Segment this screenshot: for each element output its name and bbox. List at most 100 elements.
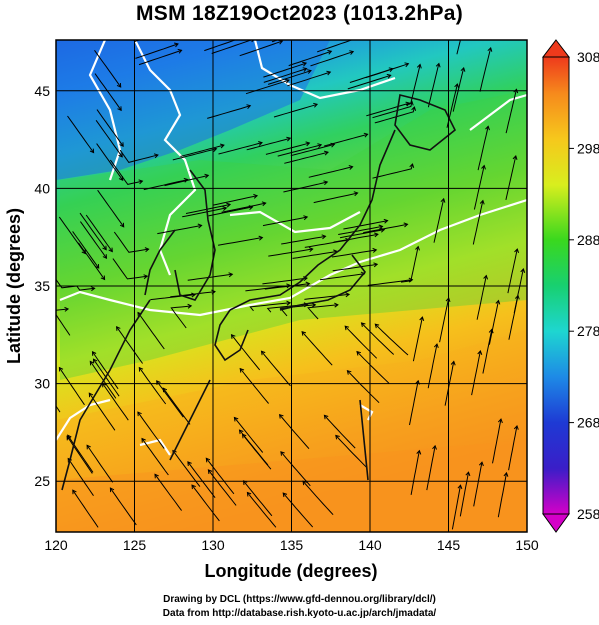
streamline-arrowhead: [154, 473, 159, 479]
streamline: [405, 64, 421, 106]
streamline-arrowhead: [117, 106, 122, 112]
streamline-arrowhead: [419, 316, 425, 322]
streamline-arrowhead: [119, 142, 124, 147]
streamline-arrowhead: [92, 358, 98, 364]
streamline: [349, 68, 393, 83]
streamline-arrowhead: [118, 176, 124, 181]
streamline: [247, 492, 277, 528]
streamline: [85, 214, 113, 252]
streamline-arrowhead: [495, 299, 501, 305]
streamline-arrowhead: [465, 471, 471, 477]
streamline: [243, 480, 273, 517]
streamline-arrowhead: [323, 414, 329, 420]
streamline-arrowhead: [177, 48, 183, 54]
streamline: [263, 62, 307, 78]
streamline: [268, 248, 313, 257]
lat-lon-grid: [56, 40, 527, 532]
y-axis-title: Latitude (degrees): [4, 208, 24, 364]
wind-streamlines: [56, 40, 526, 530]
y-axis-ticks: 25 30 35 40 45: [34, 83, 50, 489]
streamline: [344, 325, 378, 359]
streamline: [374, 323, 409, 356]
streamline-arrowhead: [102, 254, 108, 259]
streamline: [319, 273, 365, 281]
streamline: [505, 89, 517, 134]
streamline: [363, 223, 408, 234]
streamline-arrowhead: [497, 418, 503, 424]
streamline-arrowhead: [306, 69, 312, 74]
streamline: [339, 229, 385, 239]
streamline: [307, 304, 338, 320]
streamline-arrowhead: [90, 286, 96, 292]
x-tick-label: 120: [44, 537, 68, 553]
streamline: [283, 181, 328, 193]
streamline-arrowhead: [173, 42, 179, 48]
streamline: [135, 43, 179, 59]
streamline: [280, 451, 311, 487]
streamline: [94, 50, 122, 88]
streamline: [304, 293, 350, 300]
streamline-arrowhead: [360, 322, 366, 328]
streamline: [67, 115, 95, 153]
streamline: [204, 40, 237, 52]
streamline: [482, 329, 493, 374]
streamline: [79, 221, 107, 259]
streamline: [170, 291, 216, 298]
streamline-arrowhead: [278, 413, 284, 419]
streamline: [343, 220, 388, 230]
y-tick-label: 35: [34, 278, 50, 294]
x-tick-label: 150: [515, 537, 539, 553]
streamline: [211, 40, 253, 54]
streamline-arrowhead: [258, 235, 264, 241]
streamline-arrowhead: [514, 248, 520, 254]
streamline-arrowhead: [348, 165, 354, 170]
streamline-arrowhead: [308, 247, 314, 252]
streamline-arrowhead: [433, 343, 439, 349]
streamline: [372, 163, 413, 179]
y-tick-label: 45: [34, 83, 50, 99]
streamline: [409, 380, 419, 426]
streamline-arrowhead: [183, 177, 189, 183]
streamline: [92, 351, 119, 390]
streamline-arrowhead: [483, 274, 489, 280]
streamline: [310, 51, 354, 67]
streamline-arrowhead: [416, 63, 422, 69]
streamline: [492, 419, 502, 464]
streamline: [95, 120, 123, 158]
streamline-arrowhead: [479, 199, 485, 205]
streamline-arrowhead: [102, 245, 107, 251]
streamline-arrowhead: [335, 434, 340, 440]
colorbar-ticks: 308 298 288 278 268 258: [569, 49, 599, 522]
streamline: [119, 149, 159, 163]
streamline-arrowhead: [144, 247, 150, 253]
streamline: [249, 302, 291, 312]
streamline-arrowhead: [286, 300, 292, 306]
streamline-arrowhead: [258, 141, 263, 146]
streamline: [472, 200, 484, 245]
streamline: [427, 63, 440, 108]
streamline: [88, 392, 116, 431]
streamline-arrowhead: [58, 366, 64, 372]
streamline: [239, 368, 269, 404]
streamline-arrowhead: [119, 222, 125, 228]
streamline-arrowhead: [204, 173, 210, 179]
streamline: [109, 487, 137, 526]
streamline: [218, 237, 263, 246]
streamline-arrowhead: [143, 274, 149, 280]
streamline-arrowhead: [503, 471, 509, 477]
streamline: [476, 275, 487, 320]
streamline-arrowhead: [108, 247, 113, 253]
streamline-arrowhead: [411, 106, 417, 111]
streamline-arrowhead: [378, 224, 384, 230]
streamline: [180, 144, 225, 157]
streamline: [317, 40, 354, 53]
streamline-arrowhead: [207, 469, 213, 474]
streamline: [265, 142, 310, 155]
streamline-arrowhead: [197, 223, 203, 229]
streamline: [187, 273, 233, 281]
streamline: [366, 102, 410, 117]
streamline: [185, 203, 231, 214]
streamline: [112, 258, 148, 280]
streamline: [287, 71, 331, 87]
streamline: [170, 305, 192, 329]
